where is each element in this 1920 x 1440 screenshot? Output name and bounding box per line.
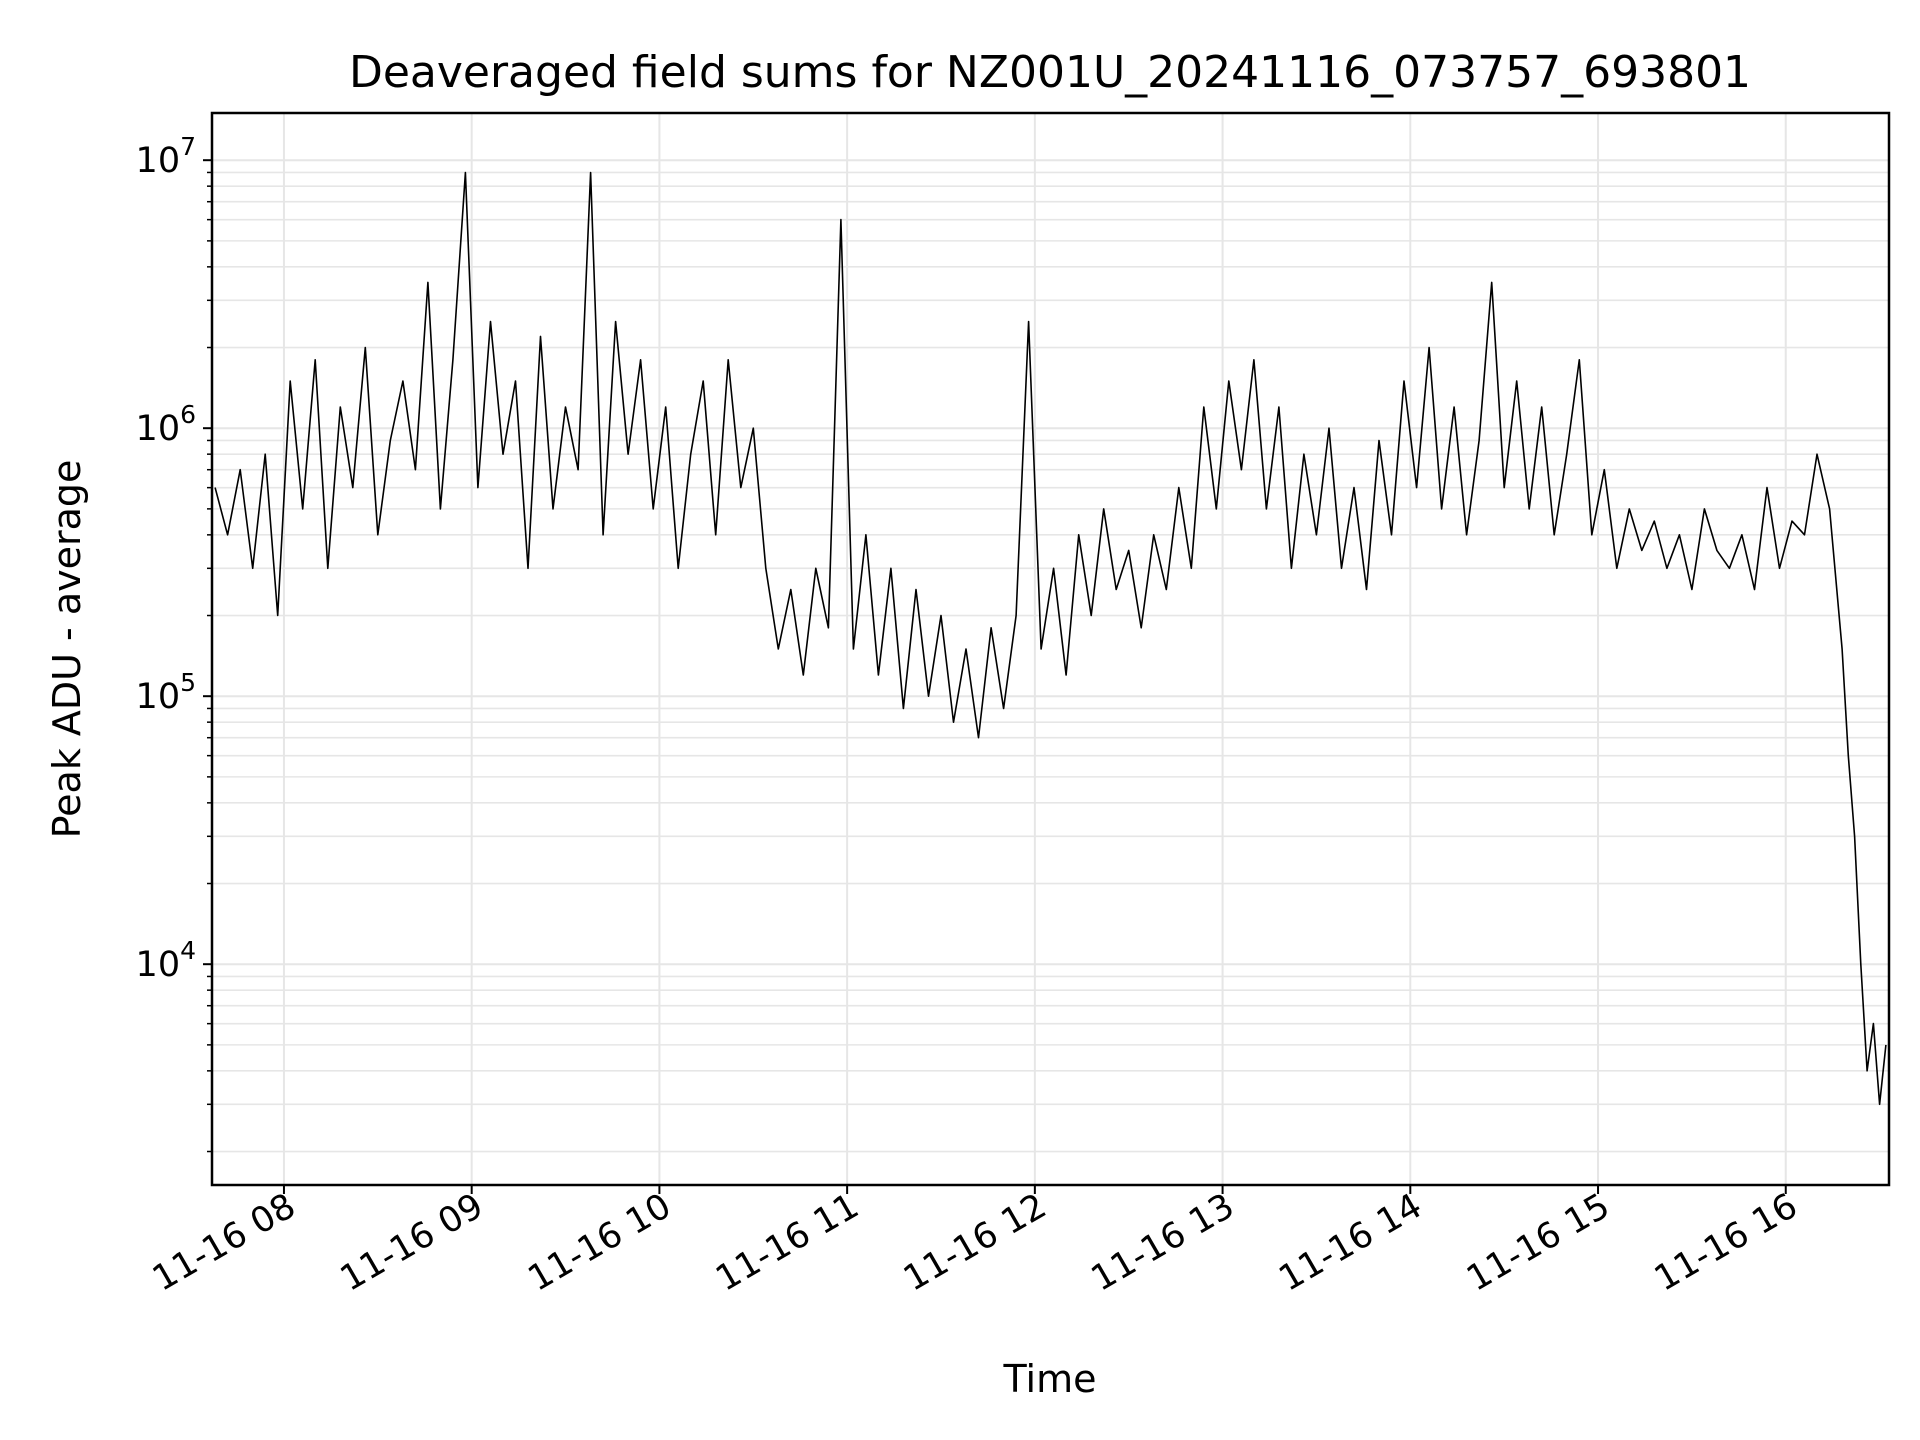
x-axis-label: Time <box>1003 1357 1097 1401</box>
y-tick-label: 106 <box>136 400 196 449</box>
y-tick-label: 107 <box>136 132 196 181</box>
y-axis-label: Peak ADU - average <box>45 460 89 839</box>
series-line <box>214 171 1887 1106</box>
grid-layer <box>212 113 1889 1185</box>
y-tick-label: 105 <box>136 668 196 717</box>
chart-title: Deaveraged field sums for NZ001U_2024111… <box>349 47 1751 98</box>
y-tick-label: 104 <box>136 936 196 985</box>
series-layer <box>214 171 1887 1106</box>
plot-frame <box>210 111 1891 1187</box>
